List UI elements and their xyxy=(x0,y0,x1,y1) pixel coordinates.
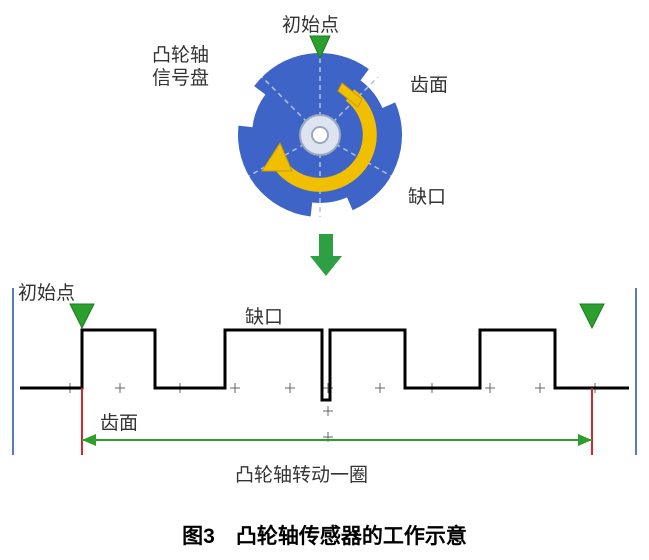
figure-caption: 图3 凸轮轴传感器的工作示意 xyxy=(0,520,649,550)
label-one-rotation: 凸轮轴转动一圈 xyxy=(235,460,368,487)
baseline-plus-marks xyxy=(65,383,600,393)
disc-hub-inner xyxy=(312,127,328,143)
start-marker-wave-left-icon xyxy=(70,304,94,328)
waveform-signal xyxy=(20,330,629,400)
rotation-span-arrow-left-icon xyxy=(82,434,96,446)
label-tooth-face-wave: 齿面 xyxy=(100,408,138,435)
start-marker-top-icon xyxy=(308,34,332,60)
rotation-span-arrow-right-icon xyxy=(578,434,592,446)
diagram-canvas: 初始点 凸轮轴 信号盘 齿面 缺口 xyxy=(0,0,649,560)
waveform-area xyxy=(0,280,649,480)
extra-plus-marks xyxy=(323,406,333,442)
start-marker-wave-right-icon xyxy=(580,304,604,328)
down-arrow-icon xyxy=(306,232,346,280)
label-notch-wave: 缺口 xyxy=(245,302,283,329)
label-start-point-wave: 初始点 xyxy=(18,278,75,305)
